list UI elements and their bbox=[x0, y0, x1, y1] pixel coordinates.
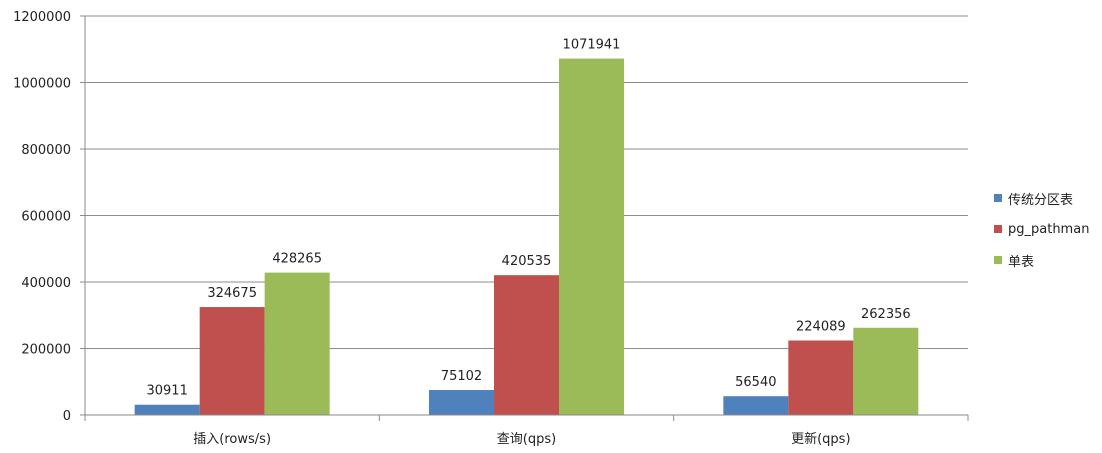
bar bbox=[429, 390, 494, 415]
y-tick-label: 1200000 bbox=[13, 10, 71, 25]
x-tick-label: 更新(qps) bbox=[791, 431, 850, 447]
data-label: 262356 bbox=[861, 307, 911, 322]
y-tick-label: 400000 bbox=[21, 276, 71, 291]
legend-item-0: 传统分区表 bbox=[994, 188, 1089, 208]
bar bbox=[494, 275, 559, 415]
data-label: 324675 bbox=[207, 286, 257, 301]
legend-item-2: 单表 bbox=[994, 250, 1089, 270]
x-tick-label: 插入(rows/s) bbox=[193, 432, 271, 447]
legend-swatch-0 bbox=[994, 194, 1002, 202]
data-label: 224089 bbox=[796, 319, 846, 334]
bar bbox=[788, 340, 854, 415]
x-tick-label: 查询(qps) bbox=[497, 432, 556, 447]
y-tick-label: 0 bbox=[63, 409, 71, 424]
data-label: 428265 bbox=[272, 252, 322, 267]
legend-label-0: 传统分区表 bbox=[1008, 192, 1074, 208]
bar bbox=[723, 396, 789, 415]
legend: 传统分区表 pg_pathman 单表 bbox=[994, 188, 1089, 281]
data-label: 30911 bbox=[146, 384, 187, 399]
y-tick-label: 600000 bbox=[21, 210, 71, 225]
legend-swatch-2 bbox=[994, 256, 1002, 264]
legend-label-2: 单表 bbox=[1008, 254, 1035, 270]
bar bbox=[559, 58, 624, 415]
bar bbox=[199, 307, 265, 415]
x-axis-ticks: 插入(rows/s) 查询(qps) 更新(qps) bbox=[84, 415, 969, 447]
y-axis-ticks: 0 200000 400000 600000 800000 1000000 1200000 bbox=[13, 10, 85, 424]
data-labels: 30911 324675 428265 75102 420535 1071941 56540… bbox=[146, 38, 910, 399]
legend-label-1: pg_pathman bbox=[1008, 221, 1090, 237]
data-label: 1071941 bbox=[563, 38, 621, 53]
data-label: 420535 bbox=[502, 254, 552, 269]
bar bbox=[853, 327, 919, 415]
legend-swatch-1 bbox=[994, 225, 1002, 233]
bar bbox=[264, 272, 330, 415]
y-tick-label: 800000 bbox=[21, 143, 71, 158]
legend-item-1: pg_pathman bbox=[994, 219, 1089, 239]
bar bbox=[134, 404, 200, 415]
y-tick-label: 1000000 bbox=[13, 77, 71, 92]
data-label: 75102 bbox=[441, 369, 482, 384]
y-tick-label: 200000 bbox=[21, 343, 71, 358]
bars bbox=[134, 58, 919, 415]
data-label: 56540 bbox=[735, 375, 776, 390]
